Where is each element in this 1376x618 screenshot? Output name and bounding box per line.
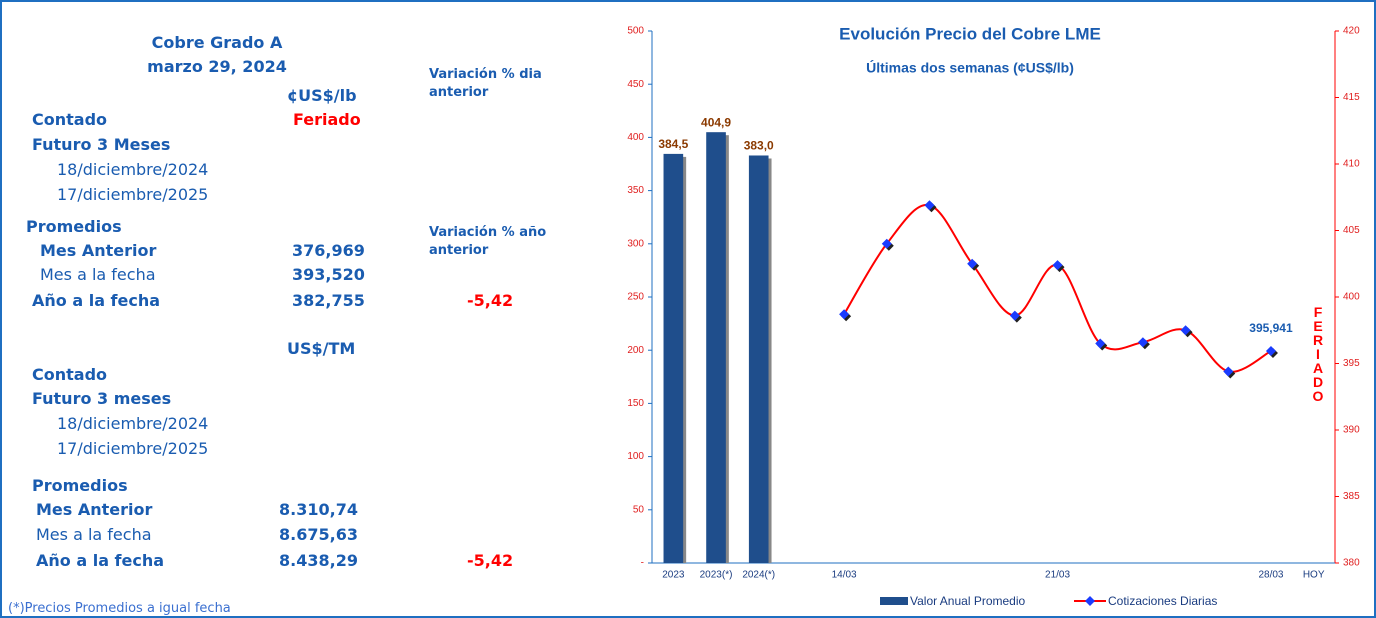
- marker: [839, 309, 850, 320]
- chart-subtitle: Últimas dos semanas (¢US$/lb): [866, 59, 1074, 76]
- x-tick-label: 14/03: [832, 570, 857, 581]
- marker: [967, 258, 978, 269]
- marker: [881, 238, 892, 249]
- y-tick-label: 300: [627, 238, 644, 249]
- y2-tick-label: 385: [1343, 491, 1360, 502]
- marker: [1223, 366, 1234, 377]
- y2-tick-label: 405: [1343, 225, 1360, 236]
- y2-tick-label: 380: [1343, 558, 1360, 569]
- row-label: 17/diciembre/2025: [57, 439, 209, 458]
- col-header: Variación % dia anterior: [429, 67, 542, 100]
- bar-label: 384,5: [658, 137, 688, 151]
- row-value: 376,969: [292, 241, 365, 260]
- row-label: Futuro 3 Meses: [32, 135, 171, 154]
- footnote: (*)Precios Promedios a igual fecha: [8, 601, 231, 616]
- bar-label: 383,0: [744, 139, 774, 153]
- x-tick-label: 2023: [662, 570, 685, 581]
- marker: [1265, 345, 1276, 356]
- row-label: Mes a la fecha: [40, 265, 156, 284]
- y-tick-label: 350: [627, 185, 644, 196]
- col-header: Variación % año anterior: [429, 225, 547, 258]
- y-tick-label: 150: [627, 398, 644, 409]
- row-label: Contado: [32, 110, 108, 129]
- row-change: -5,42: [467, 291, 514, 310]
- marker: [1095, 338, 1106, 349]
- row-label: Promedios: [26, 217, 122, 236]
- y-tick-label: 250: [627, 292, 644, 303]
- y-tick-label: 50: [633, 504, 645, 515]
- marker: [1137, 337, 1148, 348]
- x-tick-label: 21/03: [1045, 570, 1070, 581]
- y2-tick-label: 390: [1343, 425, 1360, 436]
- unit: US$/TM: [287, 339, 356, 358]
- y2-tick-label: 420: [1343, 26, 1360, 37]
- row-label: 18/diciembre/2024: [57, 160, 209, 179]
- x-tick-label: 2023(*): [700, 570, 733, 581]
- x-tick-label: 2024(*): [742, 570, 775, 581]
- legend-swatch: [880, 597, 908, 605]
- row-value: 393,520: [292, 265, 365, 284]
- row-label: Año a la fecha: [36, 551, 165, 570]
- bar-label: 404,9: [701, 115, 731, 129]
- y-tick-label: 100: [627, 451, 644, 462]
- marker: [1009, 310, 1020, 321]
- y2-tick-label: 400: [1343, 292, 1360, 303]
- line: [843, 204, 1272, 373]
- row-change: -5,42: [467, 551, 514, 570]
- row-label: Año a la fecha: [32, 291, 161, 310]
- row-label: Promedios: [32, 476, 128, 495]
- row-value: 8.310,74: [279, 500, 358, 519]
- row-value: 8.675,63: [279, 525, 358, 544]
- bar: [663, 153, 684, 563]
- row-label: Mes Anterior: [36, 500, 153, 519]
- y-tick-label: -: [641, 558, 644, 569]
- y-tick-label: 450: [627, 79, 644, 90]
- row-value: 382,755: [292, 291, 365, 310]
- legend-swatch: [1085, 596, 1095, 606]
- y2-tick-label: 415: [1343, 92, 1360, 103]
- row-value: 8.438,29: [279, 551, 358, 570]
- bar: [748, 155, 769, 563]
- marker: [1180, 325, 1191, 336]
- point-label: 395,941: [1249, 321, 1293, 335]
- row-label: Contado: [32, 365, 108, 384]
- x-tick-label: 28/03: [1258, 570, 1283, 581]
- row-label: Mes Anterior: [40, 241, 157, 260]
- legend-label: Valor Anual Promedio: [910, 594, 1026, 608]
- marker: [1052, 260, 1063, 271]
- legend-label: Cotizaciones Diarias: [1108, 594, 1217, 608]
- row-label: Futuro 3 meses: [32, 389, 172, 408]
- panel-date: marzo 29, 2024: [147, 57, 287, 76]
- row-value: Feriado: [293, 110, 361, 129]
- bar: [706, 132, 726, 563]
- marker: [924, 200, 935, 211]
- y-tick-label: 400: [627, 132, 644, 143]
- y-tick-label: 200: [627, 345, 644, 356]
- y2-tick-label: 410: [1343, 159, 1360, 170]
- row-label: 18/diciembre/2024: [57, 414, 209, 433]
- chart-title: Evolución Precio del Cobre LME: [839, 24, 1101, 43]
- row-label: 17/diciembre/2025: [57, 185, 209, 204]
- unit: ¢US$/lb: [287, 86, 357, 105]
- panel-title: Cobre Grado A: [151, 33, 283, 52]
- row-label: Mes a la fecha: [36, 525, 152, 544]
- x-tick-label: HOY: [1303, 570, 1325, 581]
- annotation: FERIADO: [1310, 304, 1326, 402]
- y2-tick-label: 395: [1343, 358, 1360, 369]
- y-tick-label: 500: [627, 26, 644, 37]
